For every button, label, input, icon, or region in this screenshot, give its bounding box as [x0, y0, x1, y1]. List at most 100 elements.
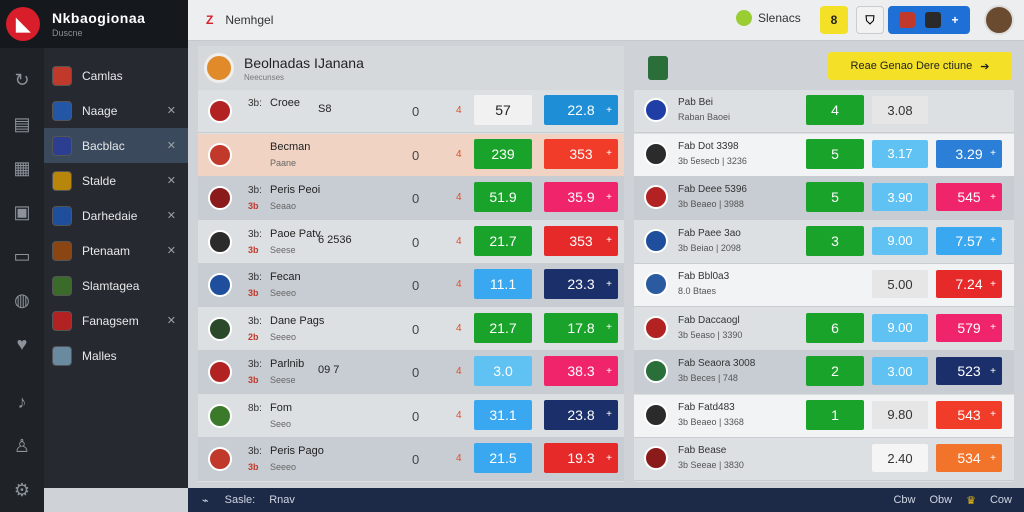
user-icon[interactable]: ♙	[13, 435, 31, 456]
odds-button-2[interactable]: 17.8 +	[544, 312, 618, 343]
odds-button-1[interactable]: 2.40	[872, 444, 928, 472]
odds-button-1[interactable]: 9.00	[872, 313, 928, 342]
odds-button-2[interactable]: 534 +	[936, 444, 1002, 472]
odds-button-2[interactable]: 35.9 +	[544, 182, 618, 212]
match-row[interactable]: 3b: 3b Paoe Patv Seese 6 2536 0 4 21.7 353 +	[198, 221, 624, 264]
goal-button[interactable]: 1	[806, 399, 864, 430]
goal-button[interactable]: 5	[806, 182, 864, 212]
settings-icon[interactable]: ⚙	[13, 479, 31, 500]
odds-row[interactable]: Fab Dot 3398 3b 5esecb | 3236 5 3.17 3.29 +	[634, 133, 1014, 177]
odds-button-1[interactable]: 5.00	[872, 270, 928, 298]
briefcase-icon[interactable]: ▣	[13, 201, 31, 222]
odds-button-2[interactable]: 19.3 +	[544, 443, 618, 473]
odds-button-2[interactable]: 22.8 +	[544, 95, 618, 125]
close-icon[interactable]: ✕	[166, 210, 176, 222]
ball-icon[interactable]: ◍	[14, 289, 30, 310]
odds-value-2: 35.9	[567, 189, 595, 205]
blue-action-button[interactable]: +	[888, 6, 970, 34]
odds-row[interactable]: Fab Bbl0a3 8.0 Btaes 5.00 7.24 +	[634, 264, 1014, 307]
odds-button-1[interactable]: 51.9	[474, 182, 532, 212]
match-row[interactable]: 3b: 3b Peris Pago Seeeo 0 4 21.5 19.3 +	[198, 438, 624, 481]
odds-button-2[interactable]: 543 +	[936, 400, 1002, 429]
odds-button-2[interactable]: 23.3 +	[544, 269, 618, 299]
footer-label-2[interactable]: Rnav	[269, 494, 295, 506]
sidebar-item[interactable]: Ptenaam ✕	[44, 233, 188, 268]
footer-item-2[interactable]: Obw	[929, 493, 953, 506]
odds-row[interactable]: Fab Bease 3b Seeae | 3830 2.40 534 +	[634, 438, 1014, 481]
goal-button[interactable]: 4	[806, 95, 864, 125]
odds-button-1[interactable]: 21.5	[474, 443, 532, 473]
yellow-action-button[interactable]: 8	[820, 6, 848, 34]
close-icon[interactable]: ✕	[166, 140, 176, 152]
close-icon[interactable]: ✕	[166, 245, 176, 257]
sidebar-item[interactable]: Slamtagea	[44, 268, 188, 303]
status-indicator[interactable]: Slenacs	[736, 10, 801, 26]
odds-button-1[interactable]: 21.7	[474, 312, 532, 343]
goal-button[interactable]: 3	[806, 225, 864, 256]
refresh-icon[interactable]: ↻	[14, 69, 30, 90]
sidebar-item[interactable]: Fanagsem ✕	[44, 303, 188, 338]
cta-button[interactable]: Reae Genao Dere ctiune ➔	[828, 52, 1012, 80]
sidebar-item[interactable]: Naage ✕	[44, 93, 188, 128]
match-row[interactable]: 3b: 3b Parlnib Seese 09 7 0 4 3.0 38.3 +	[198, 351, 624, 394]
sidebar-item[interactable]: Bacblac ✕	[44, 128, 188, 163]
close-icon[interactable]: ✕	[166, 105, 176, 117]
close-icon[interactable]: ✕	[166, 315, 176, 327]
avatar[interactable]	[984, 5, 1014, 35]
heart-icon[interactable]: ♥	[16, 333, 28, 354]
monitor-icon[interactable]: ▭	[13, 245, 31, 266]
odds-button-1[interactable]: 3.90	[872, 183, 928, 211]
odds-button-2[interactable]: 353 +	[544, 138, 618, 169]
odds-button-1[interactable]: 57	[474, 95, 532, 125]
brand-header[interactable]: ◣ Nkbaogionaa Duscne	[0, 0, 188, 48]
sidebar-item[interactable]: Malles	[44, 338, 188, 373]
odds-button-1[interactable]: 9.00	[872, 226, 928, 255]
match-row[interactable]: 3b: 2b Dane Pags Seeeo 0 4 21.7 17.8 +	[198, 308, 624, 351]
link-icon[interactable]: ⌁	[202, 494, 209, 507]
odds-button-1[interactable]: 9.80	[872, 400, 928, 429]
odds-button-2[interactable]: 353 +	[544, 225, 618, 256]
match-row[interactable]: 3b: Croee S8 0 4 57 22.8 +	[198, 90, 624, 133]
footer-item-1[interactable]: Cbw	[893, 493, 916, 506]
odds-row[interactable]: Fab Fatd483 3b Beaeo | 3368 1 9.80 543 +	[634, 394, 1014, 438]
odds-row[interactable]: Pab Bei Raban Baoei 4 3.08	[634, 90, 1014, 133]
odds-row[interactable]: Fab Paee 3ao 3b Beiao | 2098 3 9.00 7.57 +	[634, 221, 1014, 264]
match-row[interactable]: 3b: 3b Peris Peoi Seaao 0 4 51.9 35.9 +	[198, 177, 624, 220]
odds-button-1[interactable]: 3.00	[872, 357, 928, 385]
match-row[interactable]: 3b: 3b Fecan Seeeo 0 4 11.1 23.3 +	[198, 264, 624, 307]
match-row[interactable]: Becman Paane 0 4 239 353 +	[198, 133, 624, 177]
odds-button-2[interactable]: 579 +	[936, 313, 1002, 342]
goal-button[interactable]: 6	[806, 312, 864, 343]
odds-button-1[interactable]: 21.7	[474, 225, 532, 256]
crown-icon[interactable]: ♛	[966, 494, 976, 507]
odds-button-1[interactable]: 3.0	[474, 356, 532, 386]
sidebar-item[interactable]: Stalde ✕	[44, 163, 188, 198]
odds-row[interactable]: Fab Seaora 3008 3b Beces | 748 2 3.00 523 +	[634, 351, 1014, 394]
footer-item-3[interactable]: Cow	[989, 493, 1012, 506]
odds-button-2[interactable]: 3.29 +	[936, 139, 1002, 168]
sidebar-item[interactable]: Camlas	[44, 58, 188, 93]
odds-button-2[interactable]: 523 +	[936, 357, 1002, 385]
odds-button-2[interactable]: 7.24 +	[936, 270, 1002, 298]
odds-button-1[interactable]: 3.08	[872, 96, 928, 124]
goal-button[interactable]: 5	[806, 138, 864, 169]
team-sub: Raban Baoei	[678, 112, 731, 122]
odds-button-1[interactable]: 239	[474, 138, 532, 169]
match-row[interactable]: 8b: Fom Seeo 0 4 31.1 23.8 +	[198, 395, 624, 438]
shield-button[interactable]: ⛉	[856, 6, 884, 34]
odds-button-2[interactable]: 23.8 +	[544, 399, 618, 430]
bell-icon[interactable]: ♪	[17, 391, 27, 412]
odds-button-1[interactable]: 11.1	[474, 269, 532, 299]
chart-icon[interactable]: ▦	[13, 157, 31, 178]
book-icon[interactable]: ▤	[13, 113, 31, 134]
odds-button-2[interactable]: 38.3 +	[544, 356, 618, 386]
odds-button-1[interactable]: 3.17	[872, 139, 928, 168]
odds-button-2[interactable]: 7.57 +	[936, 226, 1002, 255]
odds-row[interactable]: Fab Deee 5396 3b Beaeo | 3988 5 3.90 545 +	[634, 177, 1014, 220]
odds-button-1[interactable]: 31.1	[474, 399, 532, 430]
odds-row[interactable]: Fab Daccaogl 3b 5easo | 3390 6 9.00 579 +	[634, 308, 1014, 351]
goal-button[interactable]: 2	[806, 356, 864, 386]
sidebar-item[interactable]: Darhedaie ✕	[44, 198, 188, 233]
odds-button-2[interactable]: 545 +	[936, 183, 1002, 211]
close-icon[interactable]: ✕	[166, 175, 176, 187]
